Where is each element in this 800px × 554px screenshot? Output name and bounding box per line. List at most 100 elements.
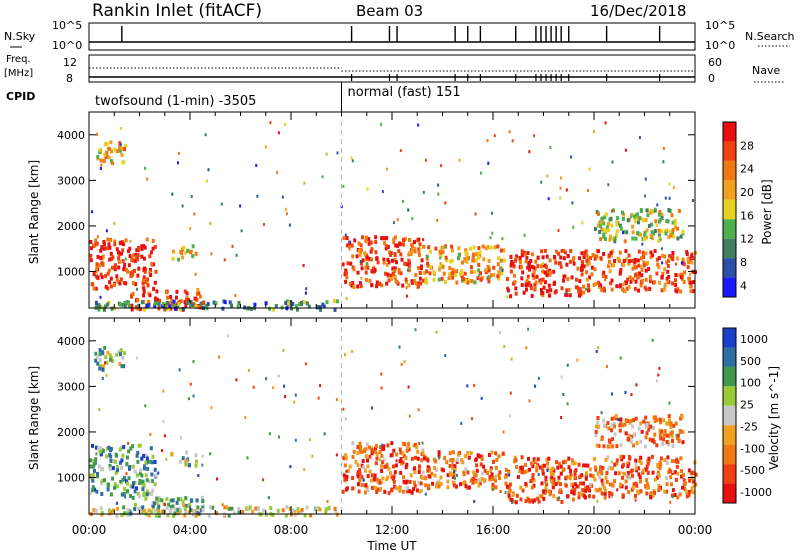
data-cell xyxy=(437,484,441,489)
data-cell xyxy=(602,227,606,232)
data-cell xyxy=(490,450,494,455)
data-cell xyxy=(407,442,410,447)
data-cell xyxy=(525,287,528,292)
data-cell xyxy=(141,487,145,492)
data-cell xyxy=(542,285,546,290)
data-cell xyxy=(110,256,114,261)
data-cell xyxy=(634,236,638,241)
data-cell xyxy=(388,250,392,255)
data-cell xyxy=(565,293,569,297)
data-cell xyxy=(660,212,664,217)
beam-title: Beam 03 xyxy=(356,2,423,20)
data-cell xyxy=(193,509,197,514)
data-cell xyxy=(221,306,225,311)
data-cell xyxy=(130,303,134,308)
data-cell xyxy=(607,466,611,471)
data-cell xyxy=(493,134,496,138)
data-cell xyxy=(319,307,323,312)
data-cell xyxy=(118,362,122,366)
data-cell xyxy=(364,239,368,244)
data-cell xyxy=(99,452,103,457)
data-cell xyxy=(140,456,144,461)
data-cell xyxy=(389,471,392,476)
data-cell xyxy=(642,237,646,242)
data-cell xyxy=(358,478,362,483)
data-cell xyxy=(546,269,550,274)
data-cell xyxy=(145,456,149,461)
data-cell xyxy=(124,143,128,148)
data-cell xyxy=(602,444,606,449)
data-cell xyxy=(122,492,126,496)
data-cell xyxy=(358,252,362,257)
data-cell xyxy=(442,271,446,276)
data-cell xyxy=(473,383,476,387)
data-cell xyxy=(636,231,640,236)
data-cell xyxy=(642,218,646,223)
data-cell xyxy=(580,473,584,478)
data-cell xyxy=(509,269,513,274)
data-cell xyxy=(448,471,452,476)
data-cell xyxy=(491,475,495,480)
data-cell xyxy=(143,508,146,513)
data-cell xyxy=(98,358,102,363)
data-cell xyxy=(537,376,540,380)
data-cell xyxy=(555,460,559,465)
data-cell xyxy=(621,287,625,292)
colorbar-tick-label: 500 xyxy=(740,355,761,368)
data-cell xyxy=(183,300,187,304)
data-cell xyxy=(689,272,691,276)
data-cell xyxy=(382,257,386,262)
data-cell xyxy=(325,152,328,156)
data-cell xyxy=(451,275,454,280)
data-cell xyxy=(674,283,678,288)
data-cell xyxy=(378,480,382,485)
data-cell xyxy=(660,288,664,293)
data-cell xyxy=(326,500,329,503)
data-cell xyxy=(638,475,642,480)
data-cell xyxy=(548,492,552,497)
data-cell xyxy=(548,270,552,275)
data-cell xyxy=(577,293,581,298)
data-cell xyxy=(622,455,625,459)
data-cell xyxy=(366,474,370,479)
data-cell xyxy=(237,506,241,511)
data-cell xyxy=(531,273,535,278)
data-cell xyxy=(639,439,643,444)
data-cell xyxy=(425,254,429,259)
colorbar-segment xyxy=(723,160,736,181)
y-tick-label: 1000 xyxy=(57,266,85,279)
data-cell xyxy=(221,503,224,507)
data-cell xyxy=(349,261,353,266)
data-cell xyxy=(94,300,98,305)
data-cell xyxy=(599,256,603,261)
data-cell xyxy=(657,486,661,491)
data-cell xyxy=(137,507,141,511)
data-cell xyxy=(407,208,410,212)
data-cell xyxy=(417,249,421,254)
data-cell xyxy=(115,513,119,518)
colorbar-frame xyxy=(722,121,737,298)
data-cell xyxy=(437,450,441,455)
data-cell xyxy=(572,225,575,229)
data-cell xyxy=(138,471,142,476)
data-cell xyxy=(170,302,174,307)
data-cell xyxy=(492,265,496,270)
data-cell xyxy=(646,260,650,265)
data-cell xyxy=(654,219,658,224)
data-cell xyxy=(566,253,570,258)
data-cell xyxy=(528,150,531,154)
data-cell xyxy=(153,301,157,306)
data-cell xyxy=(117,349,121,354)
data-cell xyxy=(680,474,683,479)
data-cell xyxy=(391,258,394,263)
data-cell xyxy=(95,489,99,494)
data-cell xyxy=(196,505,200,510)
data-cell xyxy=(107,155,111,160)
data-cell xyxy=(368,278,372,283)
data-cell xyxy=(194,251,198,256)
data-cell xyxy=(216,477,218,481)
data-cell xyxy=(172,303,176,308)
data-cell xyxy=(622,262,626,267)
data-cell xyxy=(455,457,459,462)
data-cell xyxy=(305,287,308,291)
